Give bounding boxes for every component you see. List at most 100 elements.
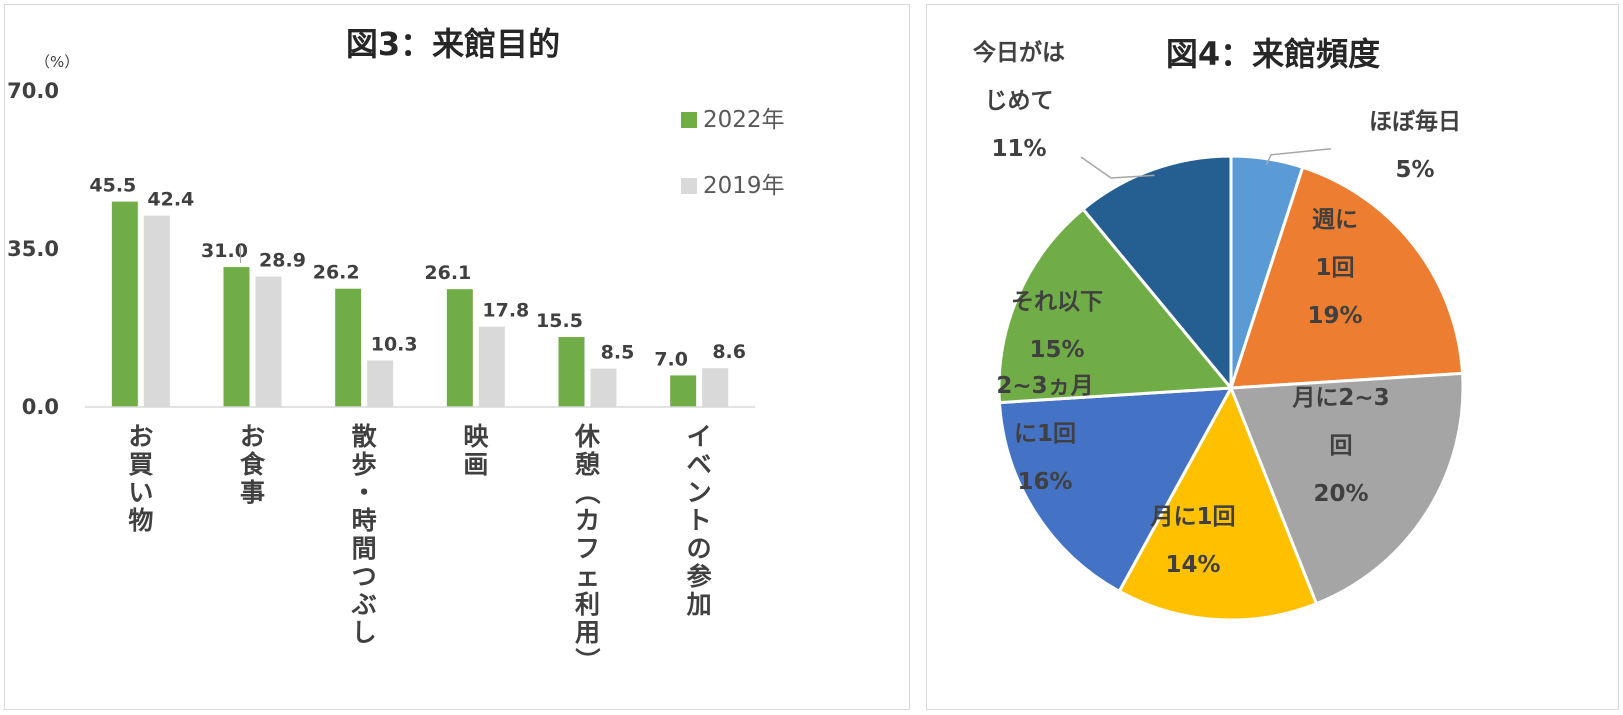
svg-text:買: 買	[128, 450, 153, 479]
svg-text:週に: 週に	[1312, 207, 1358, 233]
bar-series2	[478, 326, 505, 407]
svg-text:の: の	[687, 534, 712, 563]
svg-text:憩: 憩	[575, 450, 600, 479]
bar-series2	[702, 368, 729, 407]
svg-text:画: 画	[463, 450, 488, 479]
pie-slice	[1081, 154, 1233, 393]
svg-text:事: 事	[240, 478, 265, 507]
svg-text:20%: 20%	[1313, 481, 1368, 507]
svg-text:14%: 14%	[1165, 552, 1220, 578]
svg-text:間: 間	[352, 534, 377, 563]
svg-text:15%: 15%	[1029, 337, 1084, 363]
svg-text:じめて: じめて	[985, 88, 1054, 114]
pie-slice-label: それ以下 15%	[1011, 289, 1103, 363]
bar-series1	[111, 201, 138, 407]
y-tick-label: 0.0	[22, 395, 59, 419]
svg-text:物: 物	[128, 506, 153, 535]
svg-text:1回: 1回	[1315, 255, 1354, 281]
y-tick-label: 70.0	[7, 79, 59, 103]
y-tick-label: 35.0	[7, 237, 59, 261]
svg-text:し: し	[352, 618, 377, 647]
svg-text:カ: カ	[575, 506, 600, 535]
data-label: 31.0	[201, 240, 248, 262]
bar-series1	[335, 288, 362, 407]
legend-swatch	[681, 178, 697, 194]
pie-slice	[997, 386, 1234, 594]
data-label: 26.1	[424, 262, 471, 284]
bar-series2	[255, 276, 282, 407]
bar-series2	[590, 368, 617, 407]
data-label: 15.5	[536, 310, 583, 332]
svg-text:11%: 11%	[991, 136, 1046, 162]
svg-text:つ: つ	[352, 562, 377, 591]
pie-slice-label: ほぼ毎日 5%	[1369, 109, 1461, 183]
category-label: お食事	[240, 422, 266, 507]
legend-swatch	[681, 112, 697, 128]
legend-label: 2022年	[703, 107, 785, 133]
svg-text:5%: 5%	[1395, 157, 1434, 183]
data-label: 28.9	[259, 250, 306, 272]
bar-series1	[670, 375, 697, 407]
pie-slice	[1228, 165, 1465, 390]
legend-label: 2019年	[703, 173, 785, 199]
svg-text:参: 参	[687, 562, 712, 591]
pie-chart-title: 図4：来館頻度	[1166, 35, 1380, 73]
svg-text:ェ: ェ	[575, 562, 600, 591]
svg-text:食: 食	[240, 450, 266, 479]
svg-text:映: 映	[463, 422, 489, 451]
svg-text:い: い	[128, 478, 153, 507]
svg-text:ト: ト	[687, 506, 712, 535]
svg-text:加: 加	[686, 590, 712, 619]
svg-text:イ: イ	[687, 422, 712, 451]
data-label: 42.4	[147, 189, 194, 211]
pie-slice	[997, 207, 1235, 405]
pie-slice	[1228, 371, 1465, 606]
svg-text:ほぼ毎日: ほぼ毎日	[1369, 109, 1461, 135]
svg-text:用: 用	[575, 618, 600, 647]
pie-chart: 図4：来館頻度 ほぼ毎日 5% 週に 1回 19% 月に2~3 回 20% 月に1回 14% 2~3…	[973, 35, 1465, 622]
svg-text:16%: 16%	[1017, 469, 1072, 495]
svg-text:ベ: ベ	[687, 450, 712, 479]
svg-text:休: 休	[574, 422, 601, 451]
pie-slice-label: 週に 1回 19%	[1307, 207, 1362, 329]
svg-text:散: 散	[352, 422, 377, 451]
svg-text:に1回: に1回	[1014, 421, 1076, 447]
bar-chart: 図3：来館目的 （%） 0.0 35.0 70.0 45.5 42.4 31.0 28.9…	[7, 25, 785, 673]
svg-text:今日がは: 今日がは	[973, 39, 1065, 66]
svg-text:ン: ン	[687, 478, 712, 507]
data-label: 17.8	[482, 300, 529, 322]
svg-text:月に2~3: 月に2~3	[1291, 385, 1389, 411]
pie-slice-label: 月に2~3 回 20%	[1291, 385, 1389, 507]
svg-text:お: お	[128, 422, 153, 451]
svg-text:時: 時	[352, 506, 377, 535]
data-label: 7.0	[654, 348, 688, 370]
pie-chart-panel: 図4：来館頻度 ほぼ毎日 5% 週に 1回 19% 月に2~3 回 20% 月に1回 14% 2~3…	[926, 4, 1619, 710]
svg-text:（: （	[573, 479, 602, 504]
bar-series1	[446, 289, 473, 407]
data-label: 10.3	[371, 334, 418, 356]
svg-text:2~3ヵ月: 2~3ヵ月	[996, 373, 1093, 399]
leader-line	[1080, 156, 1155, 179]
pie-slice-label: 月に1回 14%	[1149, 504, 1235, 578]
svg-text:・: ・	[352, 478, 377, 507]
bar-chart-panel: 図3：来館目的 （%） 0.0 35.0 70.0 45.5 42.4 31.0 28.9…	[4, 4, 910, 710]
category-label: 映画	[463, 422, 489, 479]
bar-series1	[558, 337, 585, 407]
leader-line	[1265, 148, 1332, 166]
bar-chart-title: 図3：来館目的	[346, 25, 560, 63]
data-label: 26.2	[313, 262, 360, 284]
y-axis-unit: （%）	[35, 53, 79, 71]
bar-series2	[143, 215, 170, 407]
data-label: 8.5	[601, 342, 635, 364]
svg-text:フ: フ	[575, 534, 600, 563]
data-label: 8.6	[712, 341, 746, 363]
svg-text:それ以下: それ以下	[1011, 289, 1103, 315]
bar-series1	[223, 267, 250, 407]
svg-text:利: 利	[575, 590, 600, 619]
